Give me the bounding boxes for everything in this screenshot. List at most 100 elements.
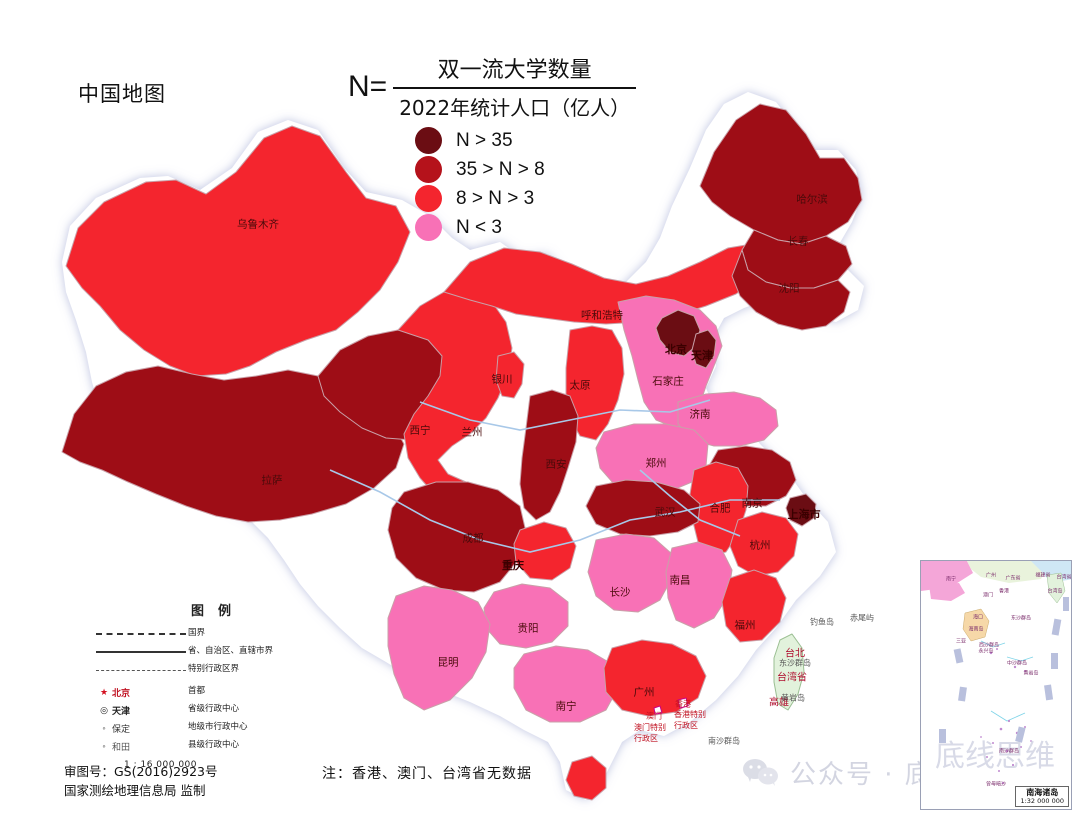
inset-title: 南海诸岛: [1026, 788, 1059, 798]
inset-city-label: 香港: [998, 588, 1010, 595]
province-hunan: [587, 533, 673, 613]
star-icon: ★: [99, 686, 109, 697]
legend-swatch-3: [415, 214, 442, 241]
province-shapes: [61, 103, 863, 801]
city-label: 长春: [787, 235, 809, 248]
prefecture-symbol-group: ◦ 保定: [96, 722, 188, 735]
province-beijing: [655, 309, 701, 357]
legend-swatch-1: [415, 156, 442, 183]
inset-city-label: 三亚: [955, 638, 967, 645]
legend-label-0: N > 35: [456, 129, 513, 151]
inset-city-label: 澳门: [982, 592, 994, 599]
national-border-symbol: [96, 627, 188, 641]
city-label: 黄岩岛: [781, 693, 805, 703]
province-tibet: [61, 365, 405, 523]
city-label: 兰州: [461, 426, 483, 439]
city-label: 石家庄: [652, 375, 684, 388]
inset-city-label: 广州: [985, 572, 997, 579]
city-label: 乌鲁木齐: [237, 218, 279, 231]
city-label: 西宁: [409, 424, 431, 437]
province-sichuan: [387, 481, 527, 593]
inset-map-graphic: 底线思维: [921, 561, 1071, 809]
inset-city-label: 永兴岛: [978, 648, 994, 655]
capital-city-name: 北京: [112, 688, 131, 699]
city-label: 福州: [734, 619, 756, 632]
city-label: 郑州: [645, 457, 667, 470]
data-note: 注：香港、澳门、台湾省无数据: [322, 766, 532, 782]
city-label: 贵阳: [517, 622, 539, 635]
approval-authority: 国家测绘地理信息局 监制: [64, 783, 206, 799]
formula-fraction: 双一流大学数量 2022年统计人口（亿人）: [393, 52, 637, 121]
city-label: 拉萨: [261, 474, 283, 487]
national-border-label: 国界: [188, 628, 206, 639]
province-hubei: [585, 479, 701, 537]
south-china-sea-inset: 底线思维 南宁 广州 广东省 福建省 台湾省 台湾岛 香港 澳门 海口 海南岛 三亚 东沙群岛 西沙群岛…: [920, 560, 1072, 810]
city-label: 沈阳: [778, 282, 800, 295]
province-tianjin: [691, 329, 717, 369]
city-label: 南沙群岛: [708, 736, 740, 746]
inset-scale: 1:32 000 000: [1020, 796, 1064, 805]
legend-point-prefecture: ◦ 保定 地级市行政中心: [96, 720, 326, 736]
map-legend-heading: 图例: [190, 604, 245, 619]
province-ningxia: [495, 351, 525, 399]
province-symbol-group: ◎ 天津: [96, 704, 188, 717]
inset-city-label: 台湾省: [1056, 574, 1072, 581]
sar-border-label: 特别行政区界: [188, 664, 240, 675]
city-label: 武汉: [654, 506, 676, 519]
city-label: 广州: [633, 686, 655, 699]
city-label: 昆明: [437, 656, 459, 669]
province-heilongjiang: [699, 103, 863, 245]
province-jiangxi: [665, 541, 733, 629]
inset-city-label: 海口: [972, 614, 984, 621]
legend-item: N > 35: [415, 126, 545, 155]
city-label: 南宁: [555, 700, 577, 713]
city-label: 合肥: [709, 502, 731, 515]
city-label: 太原: [569, 379, 591, 392]
province-zhejiang: [729, 511, 799, 577]
legend-item: N < 3: [415, 213, 545, 242]
map-legend-box: 图例 国界 省、自治区、直辖市界 特别行政区界 ★ 北京 首都 ◎ 天津 省级行…: [96, 600, 326, 770]
formula-denominator: 2022年统计人口（亿人）: [399, 96, 631, 120]
city-label: 香港特别 行政区: [674, 710, 706, 730]
wechat-icon: [743, 758, 778, 786]
city-label: 澳门: [646, 711, 662, 721]
legend-line-national: 国界: [96, 626, 326, 642]
province-city-name: 天津: [112, 706, 131, 717]
city-label: 香港: [675, 699, 691, 709]
inset-city-label: 福建省: [1035, 572, 1051, 579]
province-xinjiang: [65, 125, 411, 377]
city-label: 台北: [785, 648, 805, 660]
city-label: 高雄: [769, 697, 789, 709]
inset-city-label: 东沙群岛: [1010, 615, 1032, 622]
city-label: 澳门特别 行政区: [634, 723, 666, 743]
legend-label-1: 35 > N > 8: [456, 158, 545, 180]
city-label: 重庆: [502, 559, 524, 572]
page-title: 中国地图: [78, 82, 166, 106]
city-label: 上海市: [787, 508, 821, 521]
fraction-bar: [393, 87, 637, 89]
county-center-label: 县级行政中心: [188, 740, 240, 751]
city-label: 台湾省: [777, 672, 807, 684]
inset-city-label: 中沙群岛: [1006, 660, 1028, 667]
city-label: 天津: [691, 349, 713, 362]
inset-city-label: 海南岛: [968, 626, 984, 633]
city-label: 成都: [462, 532, 484, 545]
map-scale: 1 : 16 000 000: [124, 760, 198, 770]
province-guizhou: [483, 583, 569, 649]
city-label: 钓鱼岛: [810, 617, 834, 627]
province-shanghai: [785, 493, 817, 527]
legend-item: 35 > N > 8: [415, 155, 545, 184]
approval-block: 审图号：GS(2016)2923号 国家测绘地理信息局 监制: [64, 762, 218, 801]
province-guangxi: [513, 645, 619, 723]
city-label: 济南: [689, 408, 711, 421]
legend-line-sar: 特别行政区界: [96, 662, 326, 678]
province-yunnan: [387, 585, 491, 711]
inset-city-label: 南沙群岛: [998, 748, 1020, 755]
city-label: 东沙群岛: [779, 658, 811, 668]
circle-icon: ◦: [102, 723, 106, 733]
city-label: 赤尾屿: [850, 613, 874, 623]
formula-block: N= 双一流大学数量 2022年统计人口（亿人）: [348, 52, 637, 121]
province-border-label: 省、自治区、直辖市界: [188, 646, 274, 657]
legend-label-2: 8 > N > 3: [456, 187, 535, 209]
